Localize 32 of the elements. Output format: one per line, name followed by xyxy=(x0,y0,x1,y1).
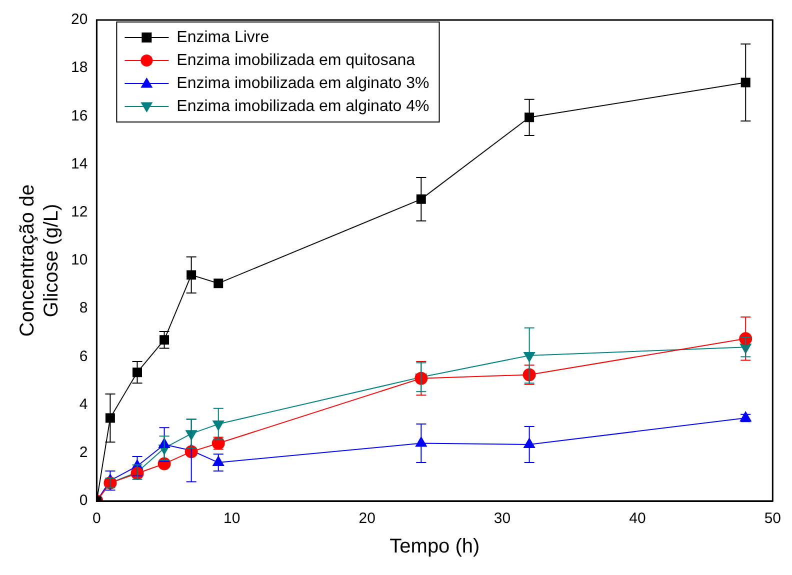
x-tick-label: 20 xyxy=(358,510,376,528)
y-tick-label: 0 xyxy=(79,492,88,510)
y-tick-label: 18 xyxy=(70,59,88,76)
y-tick-label: 14 xyxy=(70,155,88,172)
y-tick-label: 16 xyxy=(70,107,88,124)
legend-label: Enzima Livre xyxy=(176,28,270,46)
x-tick-label: 50 xyxy=(764,510,781,528)
y-tick-label: 4 xyxy=(79,396,88,413)
x-tick-label: 30 xyxy=(494,510,511,528)
point xyxy=(105,413,115,423)
y-tick-label: 6 xyxy=(79,348,88,365)
point xyxy=(132,368,142,378)
y-tick-label: 2 xyxy=(79,444,88,462)
x-tick-label: 40 xyxy=(629,510,646,528)
x-axis-title: Tempo (h) xyxy=(390,536,480,558)
y-tick-label: 12 xyxy=(70,204,88,221)
point xyxy=(186,270,196,280)
legend-label: Enzima imobilizada em alginato 4% xyxy=(176,98,430,115)
y-tick-label: 10 xyxy=(70,252,88,269)
legend-label: Enzima imobilizada em alginato 3% xyxy=(176,74,430,92)
x-tick-label: 10 xyxy=(224,510,240,528)
y-tick-label: 8 xyxy=(79,300,88,317)
point xyxy=(524,112,534,122)
point xyxy=(415,436,427,447)
y-axis-title: Concentração de Glicose (g/L) xyxy=(16,184,63,337)
point xyxy=(160,335,170,345)
y-tick-label: 20 xyxy=(70,11,88,28)
point xyxy=(416,194,426,204)
point xyxy=(740,78,750,88)
x-tick-label: 0 xyxy=(92,510,101,528)
point xyxy=(214,278,224,288)
legend-label: Enzima imobilizada em quitosana xyxy=(176,52,416,69)
